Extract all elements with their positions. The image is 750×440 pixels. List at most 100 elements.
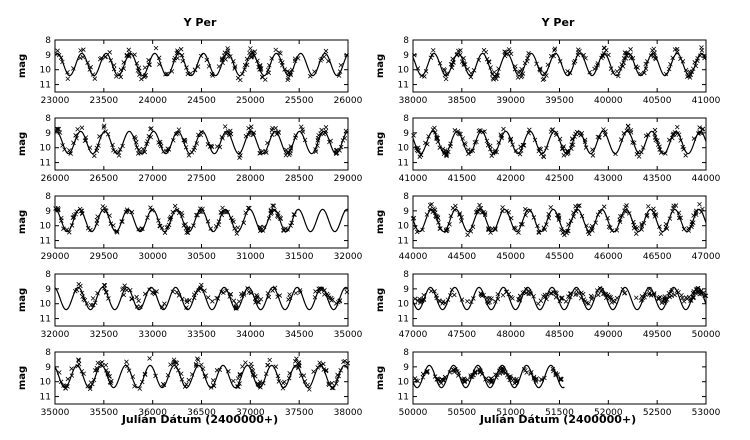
y-tick-label: 9 — [45, 207, 51, 217]
observation-point — [434, 134, 439, 140]
observation-point — [142, 372, 148, 378]
observation-point — [275, 294, 280, 300]
observation-point — [315, 365, 321, 370]
x-tick-label: 44000 — [399, 252, 428, 262]
observation-point — [137, 386, 143, 391]
observation-point — [108, 58, 114, 63]
observation-point — [333, 148, 339, 153]
observation-point — [157, 139, 163, 145]
observation-point — [337, 69, 343, 74]
observation-point — [318, 362, 324, 368]
observation-point — [197, 209, 202, 214]
observation-point — [111, 62, 117, 68]
observation-point — [191, 223, 196, 228]
y-tick-label: 8 — [45, 36, 51, 46]
observation-point — [500, 205, 505, 210]
observation-point — [78, 48, 83, 53]
observation-point — [457, 131, 462, 137]
observation-point — [337, 298, 342, 304]
observation-point — [550, 127, 556, 132]
observation-point — [182, 384, 188, 389]
panel-3: 8 9 10 11 mag 29000 29500 30000 30500 31000 31500 3… — [17, 192, 363, 262]
observation-point — [461, 55, 466, 61]
observation-point — [426, 134, 431, 139]
x-tick-label: 23500 — [90, 96, 119, 106]
observation-point — [227, 130, 232, 135]
panel-10: 8 9 10 11 mag 50000 50500 51000 51500 52000 52500 5… — [375, 348, 721, 418]
observation-point — [161, 149, 166, 154]
observation-point — [265, 362, 271, 368]
observation-point — [95, 360, 101, 366]
observation-point — [517, 151, 523, 157]
observation-point — [147, 62, 152, 67]
observation-point — [523, 368, 528, 373]
observation-point — [199, 362, 204, 368]
observation-point — [251, 373, 256, 378]
observation-point — [173, 364, 179, 370]
observation-point — [643, 61, 648, 67]
observation-point — [567, 70, 573, 75]
observation-point — [628, 47, 633, 52]
observation-point — [76, 357, 81, 362]
x-tick-label: 28500 — [285, 174, 314, 184]
observation-point — [194, 141, 200, 146]
observation-point — [285, 227, 290, 232]
observation-point — [489, 226, 495, 231]
observation-point — [531, 215, 537, 220]
observation-point — [235, 75, 241, 81]
observation-point — [61, 226, 66, 231]
observation-point — [184, 230, 189, 235]
observation-point — [296, 360, 301, 365]
observation-point — [312, 69, 317, 74]
y-tick-label: 9 — [403, 129, 409, 139]
x-tick-label: 45500 — [545, 252, 574, 262]
x-tick-label: 29000 — [334, 174, 363, 184]
observation-point — [272, 208, 277, 213]
observation-point — [319, 56, 325, 62]
observation-point — [142, 291, 148, 297]
observation-point — [535, 301, 541, 307]
observation-point — [100, 208, 105, 213]
observation-point — [313, 149, 319, 154]
observation-point — [488, 230, 493, 235]
x-tick-label: 47000 — [399, 330, 428, 340]
observation-point — [701, 290, 707, 295]
observation-point — [432, 289, 437, 294]
observation-point — [674, 124, 680, 130]
observation-point — [584, 223, 589, 228]
x-tick-label: 51500 — [545, 408, 574, 418]
observation-point — [319, 127, 324, 133]
observation-point — [263, 371, 269, 377]
observation-point — [107, 374, 112, 379]
observation-point — [420, 374, 426, 380]
observation-point — [238, 153, 243, 158]
observation-point — [126, 368, 132, 373]
observation-point — [437, 60, 443, 66]
observation-point — [293, 133, 299, 138]
observation-point — [75, 363, 80, 369]
observation-point — [624, 128, 630, 133]
x-tick-label: 25500 — [285, 96, 314, 106]
observation-point — [477, 370, 483, 375]
observation-point — [531, 374, 537, 380]
observation-point — [652, 131, 657, 136]
x-tick-label: 31000 — [236, 252, 265, 262]
observation-point — [313, 289, 318, 294]
y-tick-label: 8 — [403, 36, 409, 46]
observation-point — [418, 152, 424, 158]
observation-point — [179, 296, 185, 302]
observation-point — [603, 132, 608, 138]
observation-point — [539, 151, 544, 157]
observation-point — [168, 214, 174, 220]
observation-point — [118, 74, 124, 80]
observation-point — [535, 223, 540, 229]
observation-point — [557, 298, 563, 304]
observation-point — [534, 61, 539, 67]
observation-point — [219, 57, 225, 63]
observation-point — [243, 133, 249, 139]
y-tick-label: 10 — [398, 222, 410, 232]
observation-point — [183, 144, 189, 150]
observation-point — [178, 46, 184, 52]
observation-point — [484, 56, 490, 62]
observation-point — [202, 374, 208, 379]
